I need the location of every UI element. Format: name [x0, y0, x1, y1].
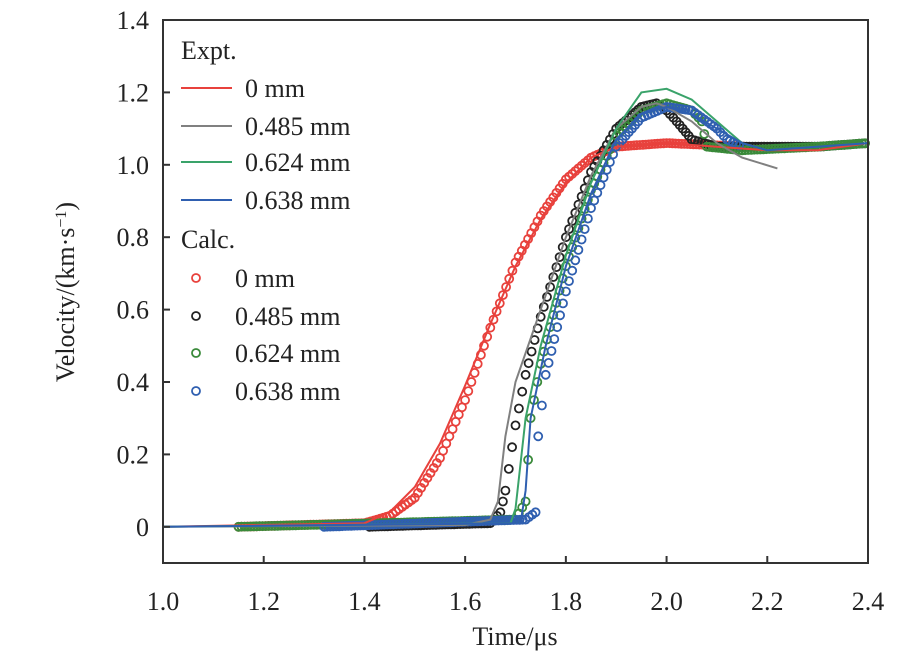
- x-tick-label: 2.4: [852, 587, 885, 616]
- series-calc-0-485-mm: [364, 98, 870, 532]
- plot-marks: [162, 87, 870, 532]
- data-point: [501, 282, 512, 292]
- data-point: [503, 463, 514, 474]
- legend-entry-label: 0.485 mm: [245, 112, 350, 141]
- data-point: [507, 442, 517, 453]
- data-point: [533, 431, 544, 442]
- data-point: [430, 517, 441, 528]
- legend-circle-swatch: [191, 348, 201, 358]
- data-point: [520, 369, 531, 380]
- data-point: [466, 516, 477, 527]
- data-point: [576, 234, 587, 245]
- data-point: [540, 369, 551, 380]
- data-point: [500, 485, 511, 496]
- plot-frame: [162, 19, 869, 564]
- legend-circle-swatch: [191, 273, 201, 283]
- series-calc-0-638-mm: [319, 102, 744, 532]
- data-point: [463, 386, 474, 397]
- axis-ticks: 1.0 1.2 1.4 1.6 1.8 2.0 2.2 2.4 0 0.2 0.4 0.6 0.8 1.0…: [117, 6, 885, 616]
- data-point: [460, 395, 471, 406]
- data-point: [439, 517, 450, 528]
- data-point: [546, 346, 557, 356]
- data-point: [494, 298, 505, 309]
- data-point: [573, 244, 584, 255]
- data-point: [583, 213, 593, 224]
- data-point: [427, 518, 438, 528]
- data-point: [737, 145, 747, 156]
- x-tick-label: 1.0: [147, 587, 180, 616]
- y-tick-label: 0.8: [117, 223, 150, 252]
- legend-entry-label: 0.624 mm: [245, 148, 350, 177]
- data-point: [497, 496, 508, 507]
- legend-entry-label: 0.624 mm: [235, 339, 340, 368]
- data-point: [567, 215, 578, 226]
- data-point: [493, 515, 504, 526]
- data-point: [564, 276, 574, 287]
- y-tick-label: 1.2: [117, 78, 150, 107]
- legend-entry-label: 0.638 mm: [235, 377, 340, 406]
- data-point: [561, 232, 571, 243]
- data-point: [537, 400, 547, 411]
- y-tick-label: 1.0: [117, 151, 150, 180]
- data-point: [543, 357, 554, 368]
- data-point: [442, 517, 453, 528]
- data-point: [523, 358, 534, 369]
- data-point: [567, 265, 578, 276]
- x-tick-label: 2.2: [751, 587, 784, 616]
- data-point: [514, 403, 524, 414]
- data-point: [570, 255, 581, 266]
- legend: Expt.0 mm0.485 mm0.624 mm0.638 mmCalc.0 …: [181, 36, 350, 406]
- data-point: [463, 516, 474, 527]
- legend-circle-swatch: [191, 386, 201, 396]
- data-point: [552, 322, 563, 333]
- data-point: [561, 286, 571, 297]
- data-point: [490, 515, 501, 526]
- data-point: [510, 420, 521, 431]
- series-expt-0-638-mm: [162, 105, 869, 528]
- data-point: [497, 290, 508, 301]
- x-tick-label: 1.8: [550, 587, 583, 616]
- data-point: [555, 310, 565, 321]
- data-point: [517, 386, 528, 397]
- legend-title-calc: Calc.: [181, 225, 235, 254]
- y-tick-label: 0.4: [117, 368, 150, 397]
- x-tick-label: 1.6: [449, 587, 482, 616]
- y-tick-label: 0: [136, 513, 149, 542]
- legend-entry-label: 0.485 mm: [235, 302, 340, 331]
- data-point: [526, 346, 537, 357]
- legend-entry-label: 0 mm: [245, 74, 305, 103]
- series-expt-0-mm: [162, 142, 869, 528]
- data-point: [436, 517, 447, 528]
- data-point: [520, 496, 531, 507]
- data-point: [445, 517, 456, 528]
- data-point: [558, 298, 568, 309]
- data-point: [557, 242, 568, 253]
- series-line: [162, 105, 869, 528]
- series-line: [162, 142, 869, 528]
- legend-entry-label: 0.638 mm: [245, 186, 350, 215]
- data-point: [579, 224, 590, 235]
- y-tick-label: 0.6: [117, 296, 150, 325]
- y-tick-label: 1.4: [117, 6, 150, 35]
- x-tick-label: 1.4: [348, 587, 381, 616]
- data-point: [535, 311, 546, 322]
- data-point: [564, 224, 574, 235]
- legend-title-expt: Expt.: [181, 36, 237, 65]
- legend-circle-swatch: [191, 311, 201, 321]
- series-line: [162, 102, 778, 528]
- x-tick-label: 1.2: [247, 587, 280, 616]
- data-point: [433, 517, 444, 528]
- data-point: [549, 334, 560, 345]
- data-point: [496, 515, 507, 526]
- series-expt-0-485-mm: [162, 102, 778, 528]
- y-tick-label: 0.2: [117, 440, 150, 469]
- x-tick-label: 2.0: [650, 587, 683, 616]
- y-axis-label: Velocity/(km·s−1): [51, 202, 80, 382]
- data-point: [699, 129, 710, 139]
- x-axis-label: Time/μs: [472, 622, 557, 651]
- data-point: [530, 507, 541, 518]
- legend-entry-label: 0 mm: [235, 264, 295, 293]
